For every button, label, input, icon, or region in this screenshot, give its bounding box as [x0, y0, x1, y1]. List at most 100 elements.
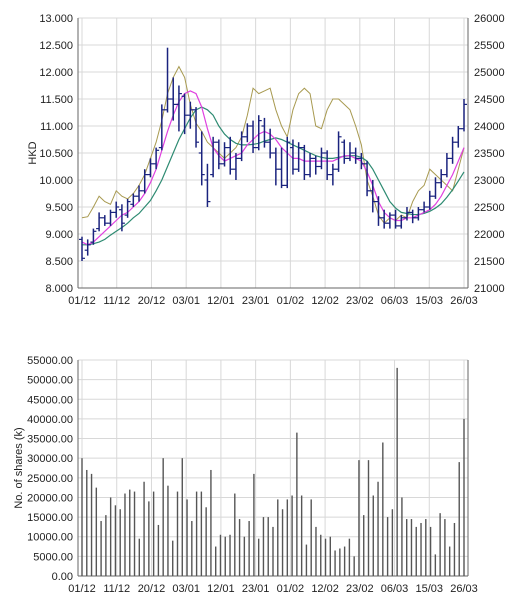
x-tick-label: 06/03 [381, 583, 409, 595]
ohlc-bar [221, 142, 228, 167]
ohlc-bar [386, 212, 393, 229]
ohlc-bar [198, 131, 205, 186]
ohlc-bar [432, 177, 439, 199]
x-tick-label: 23/01 [242, 295, 270, 307]
y-tick-label: 40000.00 [27, 414, 73, 426]
ohlc-bar [409, 209, 416, 224]
x-tick-label: 06/03 [381, 295, 409, 307]
x-tick-label: 23/02 [346, 295, 374, 307]
y-tick-label: 55000.00 [27, 355, 73, 367]
ohlc-bar [118, 204, 125, 232]
ohlc-bar [170, 77, 177, 121]
y2-tick-label: 25500 [474, 40, 505, 52]
x-tick-label: 01/02 [277, 583, 305, 595]
y2-tick-label: 21500 [474, 256, 505, 268]
ohlc-bar [358, 153, 365, 170]
ohlc-bar [307, 153, 314, 178]
x-tick-label: 12/02 [311, 583, 339, 595]
ohlc-bar [449, 136, 456, 164]
ohlc-bar [438, 169, 445, 189]
x-tick-label: 12/02 [311, 295, 339, 307]
ohlc-bar [324, 150, 331, 180]
ohlc-bar [227, 136, 234, 175]
ohlc-bar [272, 147, 279, 186]
y2-tick-label: 26000 [474, 13, 505, 25]
ohlc-bar [455, 126, 462, 148]
y-tick-label: 20000.00 [27, 492, 73, 504]
ohlc-bar [346, 142, 353, 162]
ohlc-bar [193, 107, 200, 148]
y-tick-label: 10.000 [39, 175, 73, 187]
ohlc-bar [295, 142, 302, 172]
y-tick-label: 12.500 [39, 40, 73, 52]
ohlc-bar [90, 228, 97, 245]
ohlc-bar [364, 161, 371, 197]
y-tick-label: 11.500 [40, 94, 73, 106]
ohlc-bar [158, 104, 165, 151]
ohlc-bar [261, 117, 268, 148]
x-tick-label: 01/02 [277, 295, 305, 307]
ohlc-bar [278, 147, 285, 189]
ohlc-bar [267, 128, 274, 159]
y-tick-label: 15000.00 [27, 512, 73, 524]
ohlc-bar [381, 209, 388, 229]
ohlc-bar [341, 139, 348, 164]
ohlc-bar [136, 185, 143, 202]
ohlc-bar [289, 139, 296, 175]
y-tick-label: 10.500 [39, 148, 73, 160]
x-tick-label: 20/12 [138, 583, 166, 595]
series-line-index [81, 65, 465, 224]
y-tick-label: 11.000 [40, 121, 73, 133]
y-tick-label: 45000.00 [27, 394, 73, 406]
y2-tick-label: 21000 [474, 283, 505, 295]
x-tick-label: 15/03 [416, 295, 444, 307]
price-chart: 8.000 8.500 9.000 9.500 10.000 10.500 11.000 11… [27, 13, 505, 307]
ohlc-bar [215, 139, 222, 170]
ohlc-bar [124, 198, 131, 218]
y-axis-title: No. of shares (k) [13, 427, 25, 508]
ohlc-bar [301, 144, 308, 180]
ohlc-bar [164, 47, 171, 113]
ohlc-bar [244, 123, 251, 143]
x-tick-label: 01/12 [68, 295, 96, 307]
y-tick-label: 0.00 [52, 571, 73, 583]
ohlc-bar [426, 190, 433, 210]
ohlc-bar [421, 201, 428, 213]
ohlc-bar [375, 196, 382, 226]
ohlc-bar [181, 93, 188, 135]
x-tick-label: 15/03 [416, 583, 444, 595]
ohlc-bar [232, 153, 239, 180]
ohlc-bar [141, 169, 148, 194]
ohlc-bar [398, 215, 405, 229]
x-tick-label: 11/12 [103, 583, 130, 595]
ohlc-bar [130, 193, 137, 207]
x-tick-label: 20/12 [138, 295, 166, 307]
ohlc-bar [101, 215, 108, 226]
series-line-ma-long [82, 106, 465, 246]
y-tick-label: 8.000 [45, 283, 73, 295]
y2-tick-label: 22500 [474, 202, 505, 214]
y-axis-title: HKD [27, 141, 39, 164]
x-tick-label: 23/02 [346, 583, 374, 595]
ohlc-bar [96, 212, 103, 232]
x-tick-label: 26/03 [450, 295, 478, 307]
series-line-ma-short [81, 90, 465, 246]
x-tick-label: 12/01 [207, 583, 235, 595]
ohlc-bar [153, 147, 160, 170]
x-tick-label: 03/01 [172, 583, 200, 595]
x-tick-label: 26/03 [450, 583, 478, 595]
ohlc-bar [238, 131, 245, 162]
y2-tick-label: 24000 [474, 121, 505, 133]
ohlc-bar [415, 207, 422, 221]
y-tick-label: 9.500 [45, 202, 73, 214]
ohlc-bar [204, 163, 211, 207]
y2-tick-label: 24500 [474, 94, 505, 106]
ohlc-bar [369, 180, 376, 213]
volume-chart: 0.00 5000.00 10000.00 15000.00 20000.00 25000… [13, 355, 478, 595]
y-tick-label: 12.000 [39, 67, 73, 79]
ohlc-bar [335, 131, 342, 172]
y-tick-label: 10000.00 [27, 532, 73, 544]
x-tick-label: 01/12 [68, 583, 96, 595]
y-tick-label: 30000.00 [27, 453, 73, 465]
